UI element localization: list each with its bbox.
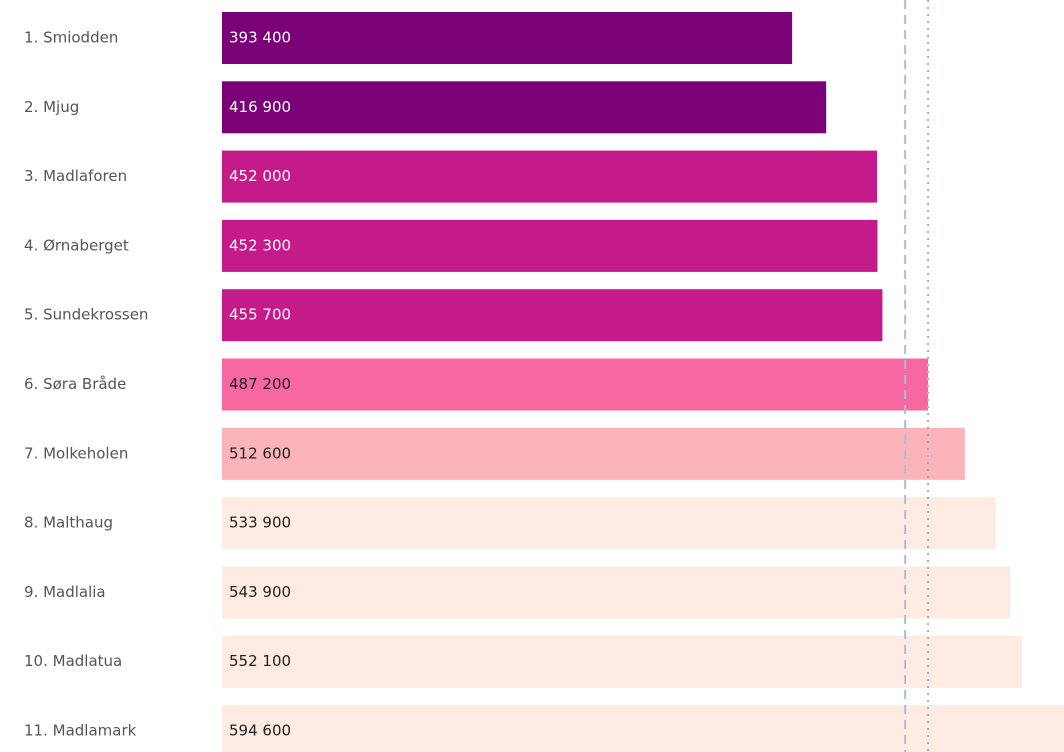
- category-label: 2. Mjug: [24, 98, 79, 116]
- value-label: 455 700: [229, 306, 291, 324]
- bar: [222, 219, 878, 272]
- bar: [222, 12, 793, 64]
- bar: [222, 427, 965, 480]
- category-label: 11. Madlamark: [24, 722, 137, 740]
- value-label: 533 900: [229, 514, 291, 532]
- value-label: 552 100: [229, 652, 291, 670]
- bar: [222, 150, 878, 203]
- bar: [222, 635, 1023, 688]
- category-label: 10. Madlatua: [24, 652, 122, 670]
- category-label: 8. Malthaug: [24, 514, 113, 532]
- category-label: 7. Molkeholen: [24, 444, 128, 462]
- category-label: 1. Smiodden: [24, 29, 118, 47]
- value-label: 487 200: [229, 375, 291, 393]
- category-label: 5. Sundekrossen: [24, 306, 148, 324]
- category-label: 3. Madlaforen: [24, 167, 127, 185]
- bar: [222, 705, 1064, 752]
- value-label: 512 600: [229, 444, 291, 462]
- category-label: 4. Ørnaberget: [24, 236, 129, 254]
- category-label: 6. Søra Bråde: [24, 375, 126, 393]
- bar: [222, 289, 883, 342]
- bar: [222, 358, 929, 411]
- value-label: 393 400: [229, 29, 291, 47]
- category-label: 9. Madlalia: [24, 583, 106, 601]
- value-label: 594 600: [229, 722, 291, 740]
- value-label: 452 300: [229, 236, 291, 254]
- bar: [222, 566, 1011, 619]
- bar: [222, 497, 996, 550]
- value-label: 452 000: [229, 167, 291, 185]
- value-label: 543 900: [229, 583, 291, 601]
- value-label: 416 900: [229, 98, 291, 116]
- bar: [222, 81, 827, 134]
